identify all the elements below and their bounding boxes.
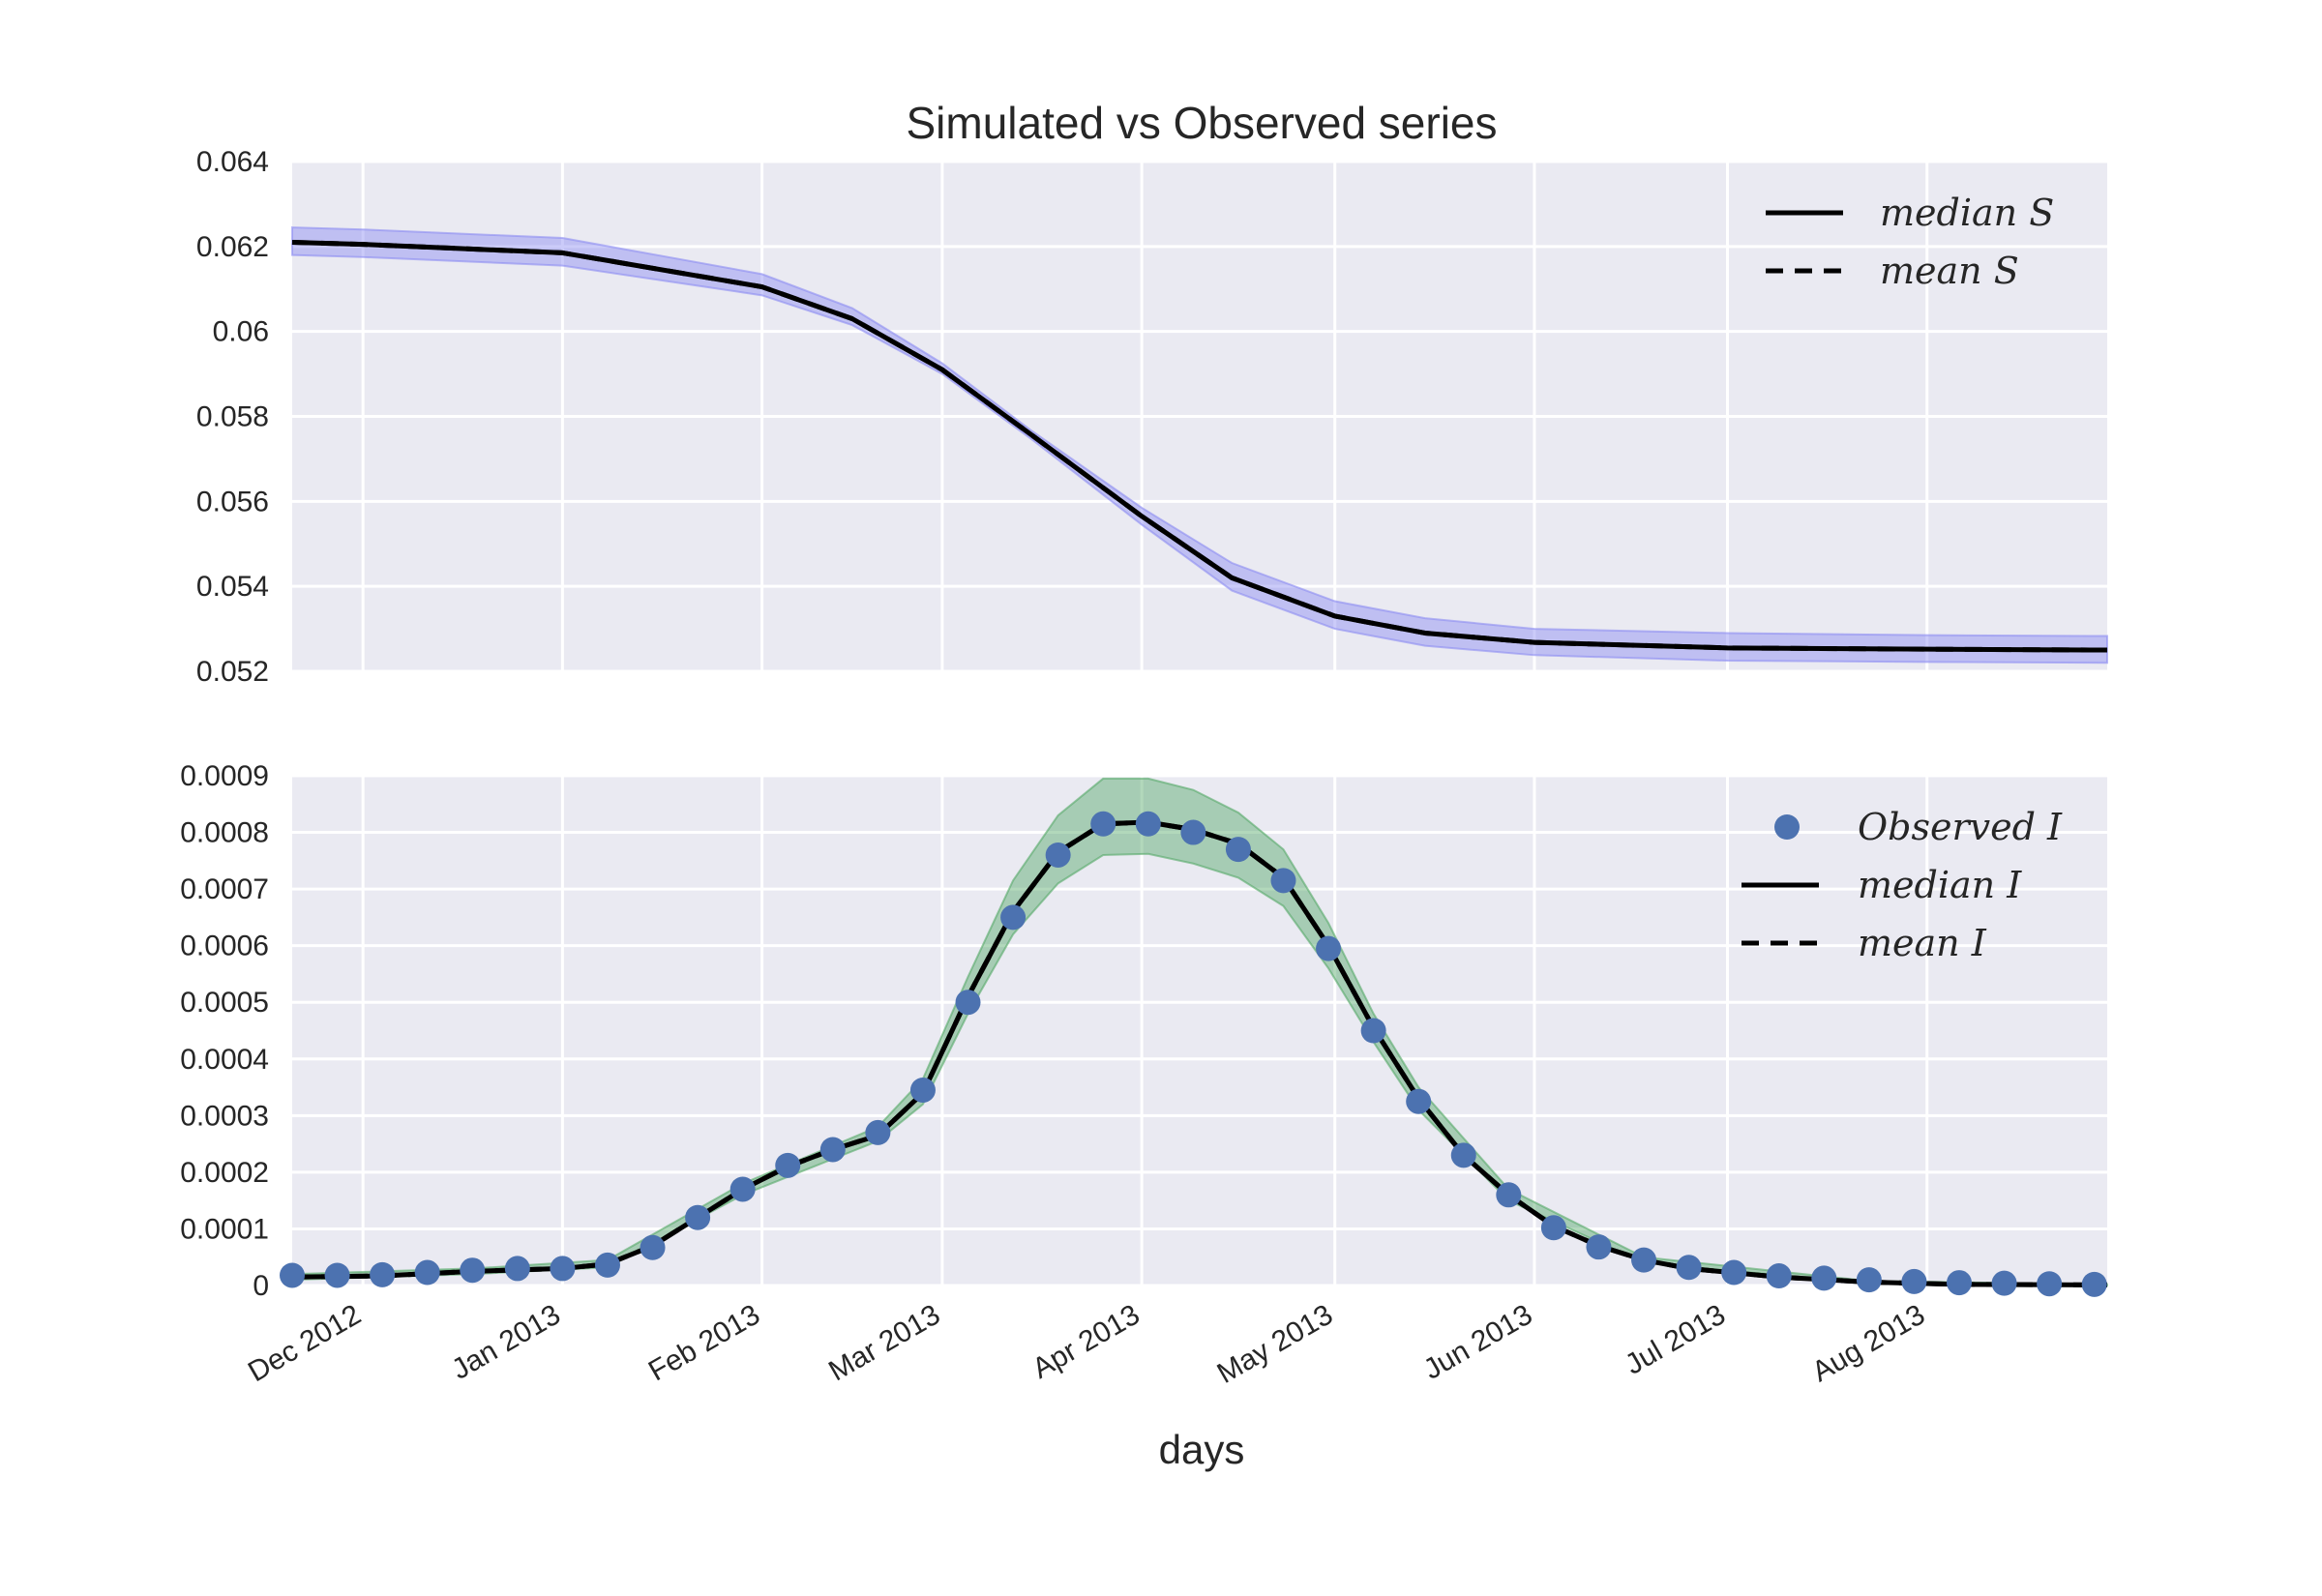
y-tick-label-3: 0.0003 bbox=[180, 1100, 269, 1132]
observed-point-32 bbox=[1721, 1259, 1747, 1286]
top-uncertainty-band bbox=[291, 226, 2108, 665]
observed-point-23 bbox=[1316, 935, 1342, 961]
observed-point-1 bbox=[324, 1262, 350, 1288]
y-tick-label-7: 0.0007 bbox=[180, 873, 269, 905]
legend-median-i-label: median I bbox=[1858, 864, 2022, 906]
top-panel: 0.052 0.054 0.056 0.058 0.06 0.062 0.064 media… bbox=[196, 146, 2108, 688]
y-tick-label-1: 0.054 bbox=[196, 571, 269, 603]
observed-point-38 bbox=[1991, 1270, 2017, 1296]
observed-point-3 bbox=[414, 1259, 440, 1286]
y-tick-label-0: 0.052 bbox=[196, 656, 269, 688]
y-tick-label-0: 0 bbox=[253, 1270, 269, 1302]
observed-point-26 bbox=[1450, 1142, 1476, 1168]
observed-point-18 bbox=[1090, 811, 1116, 837]
observed-point-37 bbox=[1946, 1270, 1972, 1296]
y-tick-label-9: 0.0009 bbox=[180, 760, 269, 792]
y-tick-label-5: 0.062 bbox=[196, 231, 269, 263]
legend-mean-s-label: mean S bbox=[1880, 250, 2019, 292]
band-s bbox=[291, 226, 2108, 665]
top-y-tick-labels: 0.052 0.054 0.056 0.058 0.06 0.062 0.064 bbox=[196, 146, 269, 688]
observed-point-0 bbox=[280, 1262, 305, 1288]
observed-point-10 bbox=[729, 1176, 756, 1202]
observed-point-2 bbox=[370, 1261, 396, 1287]
observed-point-19 bbox=[1135, 811, 1161, 837]
observed-point-9 bbox=[685, 1204, 711, 1230]
observed-point-6 bbox=[550, 1256, 576, 1282]
chart-title: Simulated vs Observed series bbox=[906, 98, 1497, 148]
legend-median-s-label: median S bbox=[1880, 192, 2054, 234]
y-tick-label-4: 0.0004 bbox=[180, 1044, 269, 1076]
bottom-gridlines bbox=[292, 774, 2107, 1287]
observed-point-39 bbox=[2037, 1271, 2063, 1297]
observed-point-7 bbox=[594, 1252, 620, 1278]
observed-point-22 bbox=[1270, 868, 1296, 894]
observed-point-25 bbox=[1406, 1088, 1432, 1114]
observed-point-11 bbox=[775, 1152, 801, 1178]
y-tick-label-1: 0.0001 bbox=[180, 1213, 269, 1245]
y-tick-label-3: 0.058 bbox=[196, 401, 269, 433]
observed-point-14 bbox=[909, 1077, 936, 1103]
y-tick-label-8: 0.0008 bbox=[180, 817, 269, 849]
observed-point-21 bbox=[1225, 837, 1251, 863]
y-tick-label-6: 0.064 bbox=[196, 146, 269, 178]
x-axis-label: days bbox=[1159, 1427, 1245, 1472]
top-series-lines bbox=[291, 239, 2108, 653]
observed-point-24 bbox=[1360, 1018, 1386, 1044]
observed-point-31 bbox=[1676, 1255, 1702, 1281]
observed-point-33 bbox=[1766, 1263, 1792, 1289]
y-tick-label-4: 0.06 bbox=[213, 316, 269, 348]
bottom-plot-area bbox=[292, 776, 2107, 1286]
top-legend: median S mean S bbox=[1766, 192, 2054, 292]
bottom-y-tick-labels: 0 0.0001 0.0002 0.0003 0.0004 0.0005 0.0006 0.0… bbox=[180, 760, 269, 1302]
y-tick-label-5: 0.0005 bbox=[180, 987, 269, 1019]
observed-point-13 bbox=[865, 1119, 891, 1145]
bottom-legend: Observed I median I mean I bbox=[1742, 806, 2063, 964]
y-tick-label-2: 0.056 bbox=[196, 486, 269, 517]
legend-mean-i-label: mean I bbox=[1858, 922, 1987, 964]
observed-point-20 bbox=[1180, 819, 1206, 845]
observed-point-28 bbox=[1540, 1215, 1566, 1241]
observed-point-4 bbox=[460, 1257, 486, 1284]
observed-point-12 bbox=[819, 1137, 846, 1163]
legend-observed-i-label: Observed I bbox=[1858, 806, 2063, 848]
legend-observed-i-swatch bbox=[1774, 814, 1800, 840]
observed-point-27 bbox=[1496, 1182, 1522, 1208]
bottom-observed-points bbox=[280, 811, 2107, 1297]
observed-point-34 bbox=[1811, 1265, 1837, 1291]
observed-point-15 bbox=[955, 990, 981, 1016]
observed-point-30 bbox=[1631, 1247, 1657, 1273]
observed-point-29 bbox=[1586, 1234, 1612, 1260]
y-tick-label-6: 0.0006 bbox=[180, 931, 269, 962]
observed-point-40 bbox=[2081, 1271, 2107, 1297]
observed-point-5 bbox=[504, 1256, 530, 1282]
y-tick-label-2: 0.0002 bbox=[180, 1157, 269, 1189]
top-gridlines bbox=[292, 160, 2107, 673]
observed-point-35 bbox=[1856, 1267, 1882, 1293]
observed-point-8 bbox=[640, 1234, 666, 1260]
series-line-median-S bbox=[291, 239, 2108, 653]
observed-point-16 bbox=[1000, 904, 1027, 931]
observed-point-17 bbox=[1045, 842, 1071, 868]
observed-point-36 bbox=[1901, 1268, 1927, 1294]
